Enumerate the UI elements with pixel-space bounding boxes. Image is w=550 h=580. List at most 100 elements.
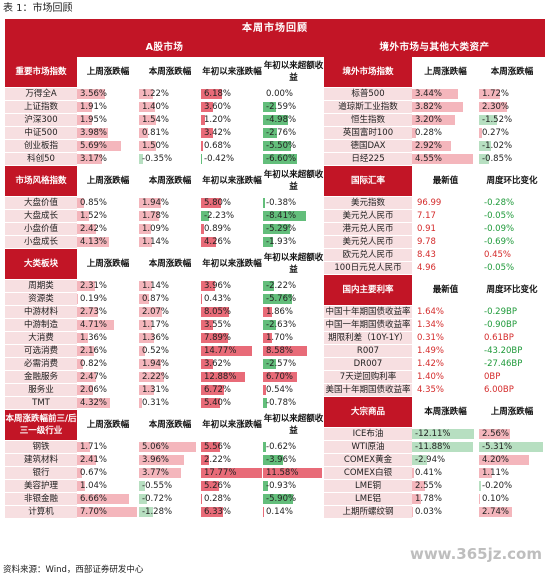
- table-row: 美元兑人民币 9.78 -0.69%: [324, 236, 545, 249]
- this-week-change-text: 1.94%: [142, 359, 170, 369]
- latest-value: 9.78: [412, 236, 479, 248]
- ytd-excess-text: 11.58%: [266, 468, 299, 478]
- value-a: 3.82%: [412, 101, 479, 113]
- row-label: LME铜: [324, 480, 412, 492]
- prev-week-change-text: 3.56%: [80, 89, 108, 99]
- watermark-logo: www.365jz.com: [409, 545, 542, 563]
- latest-value: 4.35%: [412, 384, 479, 396]
- prev-week-change-bar: [77, 294, 79, 304]
- ytd-excess-bar: [263, 281, 275, 291]
- ytd-change: 3.60%: [201, 101, 263, 113]
- value-a-text: 0.28%: [415, 128, 443, 138]
- row-label: WTI原油: [324, 441, 412, 453]
- ytd-excess-bar: [263, 307, 273, 317]
- row-label: 计算机: [5, 506, 77, 518]
- value-b-bar: [479, 154, 490, 164]
- this-week-change-text: 1.14%: [142, 281, 170, 291]
- ytd-change-bar: [201, 102, 214, 112]
- prev-week-change: 2.41%: [77, 454, 139, 466]
- weekly-change: -27.46BP: [479, 358, 545, 370]
- value-a-text: 2.55%: [415, 481, 443, 491]
- this-week-change-bar: [139, 398, 143, 408]
- ytd-change: 1.20%: [201, 114, 263, 126]
- value-a-text: 0.03%: [415, 507, 443, 517]
- value-a-bar: [412, 429, 475, 439]
- value-a-bar: [412, 494, 422, 504]
- prev-week-change-bar: [77, 307, 99, 317]
- a-share-section-header: 本周涨跌幅前三/后三一级行业 上周涨跌幅 本周涨跌幅 年初以来涨跌幅 年初以来超额收益: [5, 410, 324, 441]
- this-week-change-text: 0.81%: [142, 128, 170, 138]
- column-header: 周度环比变化: [479, 166, 545, 196]
- ytd-excess-text: -8.41%: [266, 211, 297, 221]
- prev-week-change-text: 5.69%: [80, 141, 108, 151]
- ytd-excess: -0.62%: [263, 441, 324, 453]
- ytd-change: 3.42%: [201, 127, 263, 139]
- prev-week-change: 0.19%: [77, 293, 139, 305]
- ytd-excess-text: -2.22%: [266, 281, 297, 291]
- table-row: 100日元兑人民币 4.96 -0.05%: [324, 262, 545, 275]
- this-week-change-bar: [139, 211, 160, 221]
- ytd-change: 3.96%: [201, 280, 263, 292]
- ytd-change-bar: [201, 442, 221, 452]
- value-b-bar: [479, 442, 543, 452]
- table-row: 港元兑人民币 0.91 -0.09%: [324, 223, 545, 236]
- row-label: 资源类: [5, 293, 77, 305]
- ytd-change: 5.26%: [201, 480, 263, 492]
- value-a-bar: [412, 102, 464, 112]
- value-b: 0.10%: [479, 493, 545, 505]
- prev-week-change-bar: [77, 346, 94, 356]
- this-week-change-bar: [139, 141, 156, 151]
- prev-week-change-text: 2.42%: [80, 224, 108, 234]
- table-row: 道琼斯工业指数 3.82% 2.30%: [324, 101, 545, 114]
- value-a-bar: [412, 154, 473, 164]
- value-a-bar: [412, 128, 416, 138]
- row-label: 中证500: [5, 127, 77, 139]
- ytd-change: -2.23%: [201, 210, 263, 222]
- row-label: 美元兑人民币: [324, 210, 412, 222]
- this-week-change: 1.17%: [139, 319, 201, 331]
- value-a-bar: [412, 141, 452, 151]
- ytd-change-text: 5.26%: [204, 481, 232, 491]
- prev-week-change-text: 2.73%: [80, 307, 108, 317]
- row-label: 银行: [5, 467, 77, 479]
- this-week-change-text: 3.77%: [142, 468, 170, 478]
- table-row: LME铝 1.78% 0.10%: [324, 493, 545, 506]
- prev-week-change-bar: [77, 128, 108, 138]
- ytd-excess-bar: [263, 115, 289, 125]
- ytd-change-text: -2.23%: [204, 211, 235, 221]
- this-week-change-bar: [139, 494, 148, 504]
- weekly-change: 0BP: [479, 371, 545, 383]
- row-label: 小盘成长: [5, 236, 77, 248]
- value-b: 2.56%: [479, 428, 545, 440]
- value-a-text: 0.41%: [415, 468, 443, 478]
- column-header: 上周涨跌幅: [77, 410, 139, 440]
- row-label: 道琼斯工业指数: [324, 101, 412, 113]
- value-a-bar: [412, 442, 474, 452]
- column-header: 最新值: [412, 166, 479, 196]
- ytd-change: 0.43%: [201, 293, 263, 305]
- column-header: 年初以来超额收益: [263, 410, 324, 440]
- row-label: 上证指数: [5, 101, 77, 113]
- value-a-text: 3.82%: [415, 102, 443, 112]
- prev-week-change-text: 0.19%: [80, 294, 108, 304]
- weekly-change: 6.00BP: [479, 384, 545, 396]
- table-row: 金融服务 2.47% 2.22% 12.88% 6.70%: [5, 371, 324, 384]
- row-label: 上期所螺纹钢: [324, 506, 412, 518]
- ytd-change-bar: [201, 89, 223, 99]
- ytd-change-bar: [201, 398, 220, 408]
- this-week-change: 1.94%: [139, 358, 201, 370]
- this-week-change-bar: [139, 320, 153, 330]
- ytd-change-text: -0.42%: [204, 154, 235, 164]
- prev-week-change: 2.06%: [77, 384, 139, 396]
- value-b-text: -1.02%: [482, 141, 513, 151]
- section-name: 大类板块: [5, 249, 77, 279]
- ytd-excess: -1.93%: [263, 236, 324, 248]
- ytd-change-text: 0.89%: [204, 224, 232, 234]
- prev-week-change-bar: [77, 224, 96, 234]
- this-week-change-text: 0.87%: [142, 294, 170, 304]
- this-week-change-text: 1.54%: [142, 115, 170, 125]
- this-week-change-text: 3.96%: [142, 455, 170, 465]
- ytd-change-bar: [201, 154, 203, 164]
- column-header: 本周涨跌幅: [479, 57, 545, 87]
- value-b-text: 2.56%: [482, 429, 510, 439]
